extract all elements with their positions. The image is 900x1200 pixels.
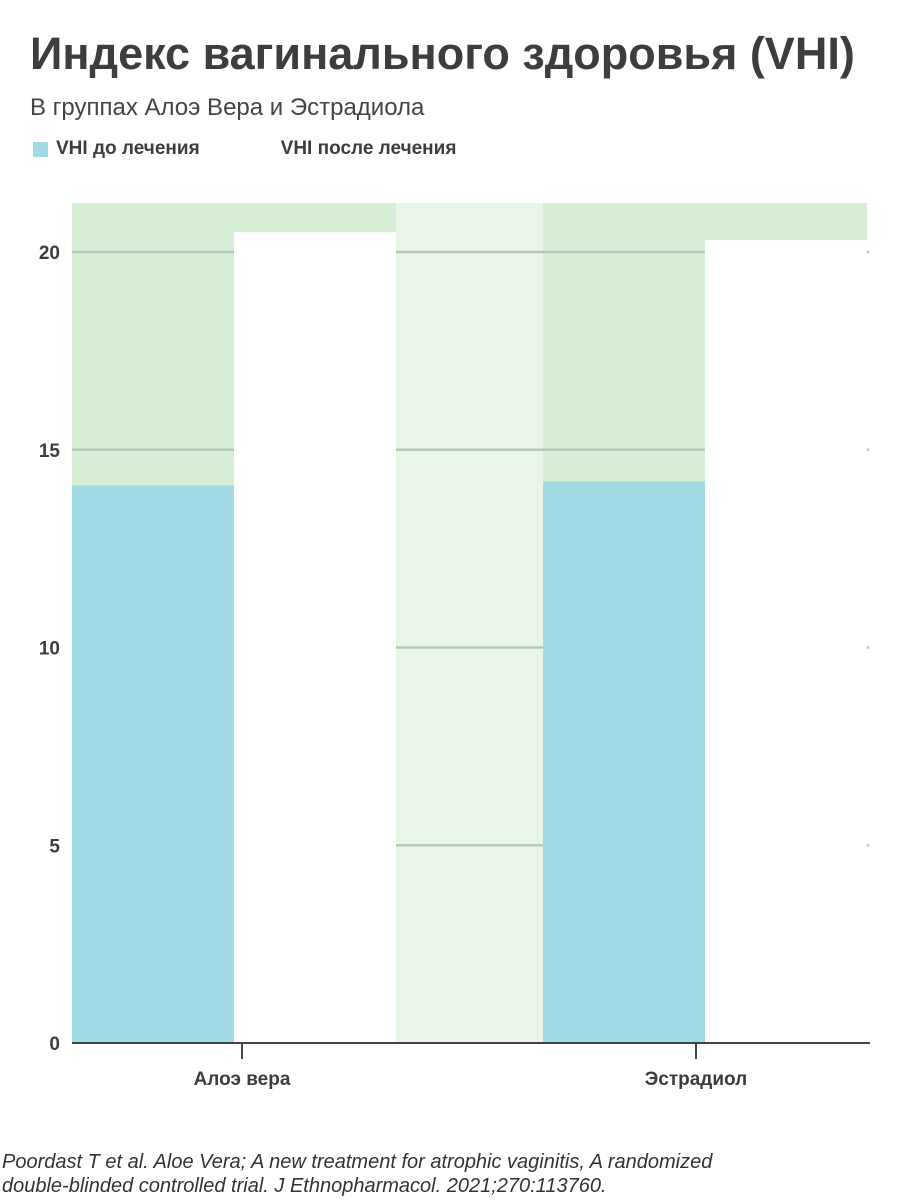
legend-label-after: VHI после лечения [280, 138, 457, 159]
x-tick-label: Алоэ вера [194, 1069, 291, 1090]
legend: VHI до лечения VHI после лечения [33, 138, 514, 160]
legend-swatch-before [33, 141, 48, 157]
source-line-1: Poordast T et al. Aloe Vera; A new treat… [2, 1151, 713, 1173]
y-tick-label: 15 [39, 441, 61, 462]
bar-before-1 [72, 485, 234, 1044]
y-tick-label: 5 [49, 836, 60, 857]
legend-label-before: VHI до лечения [56, 138, 200, 159]
bar-before-2 [543, 481, 705, 1043]
bar-after-1 [234, 232, 396, 1044]
bar-chart: 0 5 10 15 20 Алоэ вера Эстрадиол [39, 203, 870, 1090]
right-tick-dot [866, 250, 870, 254]
y-tick-label: 10 [39, 639, 60, 660]
right-tick-dot [866, 448, 870, 452]
legend-item-before: VHI до лечения [33, 138, 200, 160]
right-tick-dot [866, 843, 870, 847]
legend-item-after: VHI после лечения [257, 138, 457, 160]
source-line-2: double-blinded controlled trial. J Ethno… [2, 1175, 607, 1197]
source-citation: Poordast T et al. Aloe Vera; A new treat… [2, 1150, 892, 1198]
right-tick-dot [866, 645, 870, 650]
x-tick-label: Эстрадиол [645, 1069, 748, 1090]
y-tick-label: 20 [39, 243, 60, 264]
chart-subtitle: В группах Алоэ Вера и Эстрадиола [30, 94, 425, 121]
bar-after-2 [705, 240, 867, 1043]
category-gap-band [396, 203, 543, 1043]
y-tick-label: 0 [49, 1034, 60, 1055]
chart-title: Индекс вагинального здоровья (VHI) [30, 28, 855, 79]
legend-swatch-after [257, 141, 273, 157]
